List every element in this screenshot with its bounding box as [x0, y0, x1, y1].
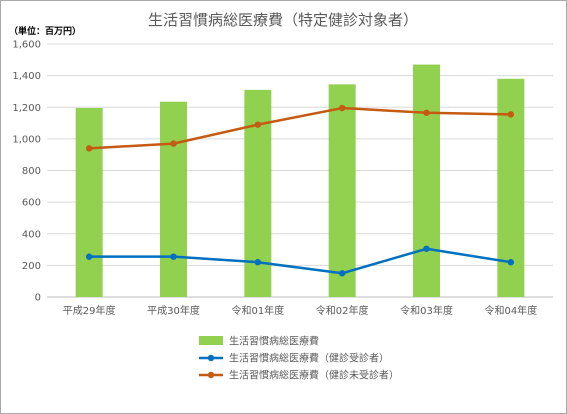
y-tick-label: 1,200 [12, 103, 41, 114]
data-point [254, 121, 262, 128]
unit-label: （単位：百万円） [9, 25, 81, 37]
y-tick-label: 0 [35, 293, 41, 304]
series-line [89, 247, 512, 275]
data-point [170, 140, 177, 147]
y-tick-label: 200 [22, 261, 41, 272]
legend-label: 生活習慣病総医療費（健診受診者） [229, 352, 389, 365]
data-point [507, 259, 515, 266]
x-category-label: 平成30年度 [147, 304, 200, 317]
line-series [85, 104, 515, 277]
x-category-label: 令和03年度 [400, 304, 453, 317]
x-category-label: 令和02年度 [316, 304, 369, 317]
legend-label: 生活習慣病総医療費 [229, 335, 319, 348]
x-category-label: 令和01年度 [231, 304, 284, 317]
data-point [423, 109, 430, 116]
y-tick-label: 1,000 [12, 134, 41, 145]
x-category-label: 平成29年度 [63, 304, 116, 317]
data-point [170, 253, 177, 260]
legend-label: 生活習慣病総医療費（健診未受診者） [229, 369, 399, 382]
bar [160, 101, 187, 297]
data-point [338, 104, 346, 112]
data-point [423, 245, 430, 252]
series-line [89, 106, 511, 150]
legend-swatch-bar [199, 336, 223, 345]
data-point [338, 270, 346, 277]
legend-swatch-marker [207, 371, 215, 379]
chart-title: 生活習慣病総医療費（特定健診対象者） [148, 11, 418, 29]
bar-series [75, 64, 525, 298]
x-category-label: 令和04年度 [484, 304, 537, 317]
y-tick-label: 400 [22, 229, 41, 240]
y-axis-tick-labels: 0 200 400 600 800 1,000 1,200 1,400 1,600 [12, 40, 41, 304]
y-tick-label: 1,600 [12, 40, 41, 51]
gridlines [47, 43, 553, 266]
bar [328, 84, 356, 298]
data-point [507, 111, 515, 118]
x-axis-category-labels: 平成29年度 平成30年度 令和01年度 令和02年度 令和03年度 令和04年度 [63, 304, 537, 317]
bar [75, 108, 103, 298]
legend-swatch-marker [207, 354, 215, 362]
y-tick-label: 800 [22, 166, 41, 177]
data-point [254, 259, 262, 266]
data-point [85, 253, 93, 260]
bar [413, 64, 440, 298]
y-tick-label: 1,400 [12, 71, 41, 82]
data-point [85, 145, 93, 152]
y-tick-label: 600 [22, 198, 41, 209]
bar [244, 89, 272, 297]
